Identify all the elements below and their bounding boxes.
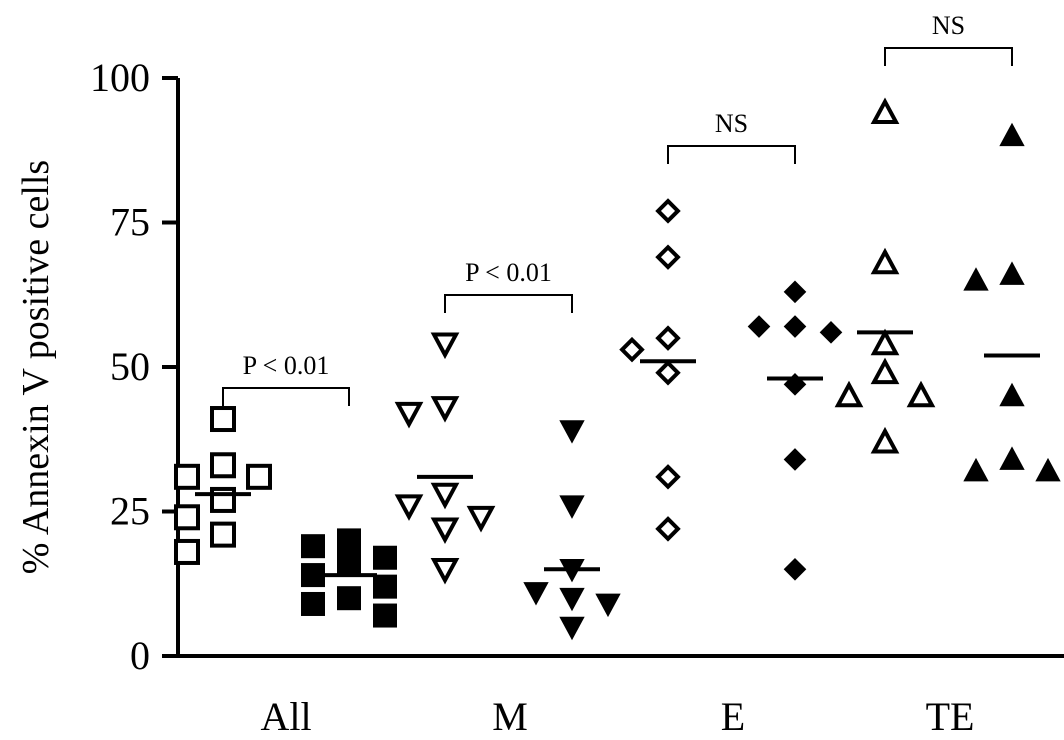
significance-bracket <box>222 387 350 406</box>
filled-triangle-up-point <box>999 446 1025 470</box>
significance-bracket <box>884 47 1013 66</box>
open-square-point <box>246 463 272 490</box>
filled-triangle-down-point <box>559 587 585 612</box>
open-square-point <box>210 521 236 548</box>
filled-triangle-up-point <box>999 261 1025 285</box>
y-axis-label: % Annexin V positive cells <box>15 160 57 574</box>
open-triangle-down-point <box>394 401 424 429</box>
open-triangle-down-point <box>430 332 460 360</box>
open-triangle-up-point <box>870 426 900 454</box>
open-triangle-down-point <box>466 505 496 533</box>
filled-square-point <box>373 545 397 570</box>
y-tick-label: 25 <box>110 489 150 534</box>
filled-triangle-up-point <box>999 122 1025 147</box>
filled-diamond-point <box>783 315 807 338</box>
y-ticks: 0 25 50 75 100 <box>90 55 178 678</box>
filled-square-point <box>337 551 361 576</box>
significance-bracket <box>444 294 573 313</box>
open-square-point <box>174 504 200 531</box>
open-square-point <box>210 452 236 479</box>
filled-triangle-down-point <box>559 616 585 641</box>
category-label: TE <box>926 694 975 739</box>
open-diamond-point <box>655 244 681 270</box>
filled-triangle-up-point <box>963 457 989 482</box>
mean-lines <box>195 330 1040 578</box>
filled-triangle-down-point <box>523 582 549 606</box>
filled-diamond-point <box>783 557 807 581</box>
filled-square-point <box>337 586 361 611</box>
category-label: E <box>721 694 745 739</box>
filled-triangle-up-point <box>999 382 1025 407</box>
category-label: All <box>260 694 311 739</box>
open-triangle-down-point <box>430 517 460 545</box>
filled-square-point <box>301 591 325 616</box>
y-tick-label: 0 <box>130 633 150 678</box>
significance-label: P < 0.01 <box>465 258 552 287</box>
filled-triangle-up-point <box>963 267 989 291</box>
filled-triangle-down-point <box>595 593 621 618</box>
filled-square-point <box>337 528 361 553</box>
open-triangle-up-point <box>870 97 900 125</box>
filled-square-point <box>373 574 397 599</box>
open-triangle-up-point <box>870 357 900 385</box>
open-diamond-point <box>655 464 681 490</box>
y-tick-label: 75 <box>110 200 150 245</box>
open-triangle-down-point <box>394 494 424 521</box>
filled-triangle-down-point <box>559 495 585 519</box>
filled-square-point <box>301 563 325 588</box>
open-diamond-point <box>655 325 681 351</box>
open-diamond-point <box>655 360 681 386</box>
open-triangle-down-point <box>430 482 460 510</box>
significance-label: NS <box>932 11 965 40</box>
open-triangle-down-point <box>430 396 460 423</box>
open-diamond-point <box>655 516 681 542</box>
significance-annotations: P < 0.01 P < 0.01 NS NS <box>222 11 1013 406</box>
open-triangle-down-point <box>430 557 460 585</box>
open-triangle-up-point <box>906 380 936 408</box>
filled-diamond-point <box>783 448 807 471</box>
open-diamond-point <box>655 198 681 224</box>
open-diamond-point <box>619 336 645 363</box>
open-triangle-up-point <box>870 328 900 356</box>
filled-diamond-point <box>819 321 843 344</box>
open-square-point <box>174 463 200 490</box>
significance-label: P < 0.01 <box>243 351 330 380</box>
significance-bracket <box>667 145 796 164</box>
significance-label: NS <box>715 109 748 138</box>
filled-triangle-down-point <box>559 420 585 444</box>
open-square-point <box>210 406 236 433</box>
y-tick-label: 50 <box>110 344 150 389</box>
open-triangle-up-point <box>870 247 900 275</box>
y-tick-label: 100 <box>90 55 150 100</box>
category-labels: All M E TE <box>260 694 974 739</box>
filled-diamond-point <box>747 315 771 338</box>
data-points <box>174 97 1061 641</box>
filled-square-point <box>301 534 325 559</box>
filled-triangle-up-point <box>1035 457 1061 482</box>
filled-diamond-point <box>783 280 807 304</box>
category-label: M <box>492 694 528 739</box>
open-triangle-up-point <box>834 380 864 408</box>
filled-square-point <box>373 603 397 628</box>
open-square-point <box>174 538 200 565</box>
